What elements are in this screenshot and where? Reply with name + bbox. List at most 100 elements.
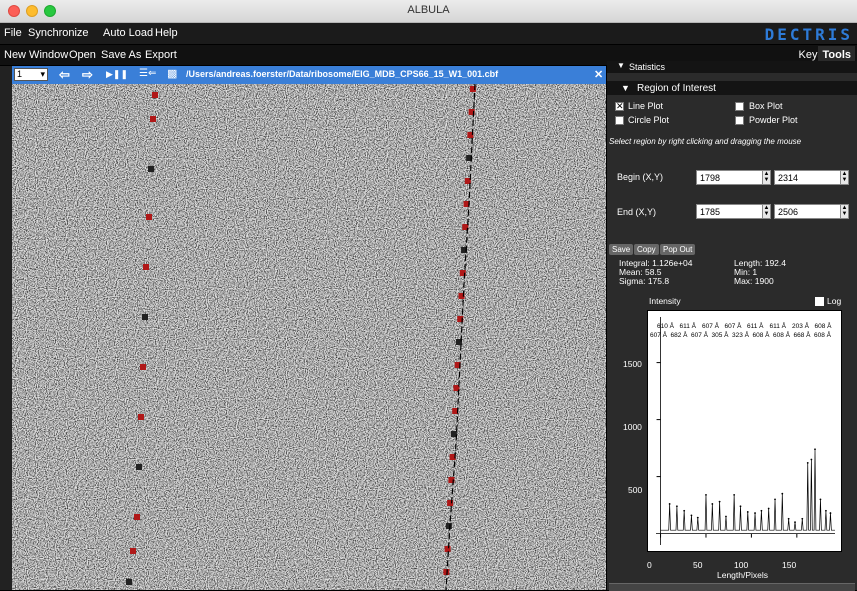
data-point — [705, 493, 707, 496]
data-point — [781, 492, 784, 495]
next-frame-icon[interactable]: ⇨ — [82, 67, 93, 82]
x-tick-label: 50 — [693, 560, 703, 570]
sigma-stat: Sigma: 175.8 — [619, 276, 670, 286]
diffraction-spot — [152, 92, 158, 98]
data-point — [668, 503, 671, 505]
diffraction-spot — [126, 579, 132, 585]
roi-header-label: Region of Interest — [637, 83, 716, 94]
diffraction-spot — [462, 224, 469, 230]
copy-button[interactable]: Copy — [634, 244, 659, 255]
begin-y-field[interactable]: 2314 — [774, 170, 846, 185]
circle-plot-checkbox[interactable] — [615, 116, 624, 125]
line-plot-checkbox[interactable]: ✕ — [615, 101, 624, 111]
open-button[interactable]: Open — [69, 49, 96, 61]
tab-keys[interactable]: Keys — [798, 49, 823, 61]
diffraction-image-view[interactable] — [12, 84, 606, 590]
diffraction-spot — [448, 477, 455, 483]
data-point — [754, 512, 756, 514]
tools-panel: ▼ Statistics ▼ Region of Interest ✕ Line… — [607, 61, 857, 591]
length-stat: Length: 192.4 — [734, 258, 786, 268]
diffraction-image — [12, 84, 606, 590]
begin-y-stepper[interactable]: ▲ ▼ — [840, 170, 849, 185]
data-point — [829, 512, 832, 514]
begin-x-value: 1798 — [700, 173, 721, 183]
chart-title: Intensity — [649, 296, 681, 306]
tab-tools[interactable]: Tools — [818, 46, 855, 64]
diffraction-spot — [134, 514, 140, 520]
frame-number-value: 1 — [17, 69, 23, 79]
diffraction-spot — [466, 155, 473, 161]
box-plot-label: Box Plot — [749, 101, 783, 111]
menu-help[interactable]: Help — [155, 27, 178, 39]
begin-x-field[interactable]: 1798 — [696, 170, 771, 185]
diffraction-spot — [148, 166, 154, 172]
begin-x-stepper[interactable]: ▲ ▼ — [762, 170, 771, 185]
resolution-label: 323 Å — [732, 330, 750, 339]
statistics-header[interactable]: ▼ Statistics — [607, 61, 857, 73]
data-point — [787, 517, 790, 520]
sync-icon[interactable]: ☰⇐ — [139, 68, 157, 79]
diffraction-spot — [455, 339, 462, 345]
minimize-window-button[interactable] — [26, 5, 38, 17]
x-tick-label: 150 — [782, 560, 797, 570]
data-point — [760, 509, 763, 512]
resolution-label: 203 Å — [792, 321, 810, 330]
data-point — [814, 448, 816, 451]
data-point — [725, 515, 727, 518]
statistics-header-label: Statistics — [629, 62, 666, 72]
left-margin — [0, 66, 12, 590]
pop-out-button[interactable]: Pop Out — [660, 244, 696, 255]
end-y-value: 2506 — [778, 207, 799, 217]
end-x-field[interactable]: 1785 — [696, 204, 771, 219]
data-point — [774, 498, 776, 501]
roi-header[interactable]: ▼ Region of Interest — [607, 81, 857, 95]
menu-file[interactable]: File — [4, 27, 22, 39]
brand-logo: DECTRIS — [764, 25, 853, 44]
save-button[interactable]: Save — [609, 244, 634, 255]
diffraction-spot — [469, 86, 476, 92]
end-x-stepper[interactable]: ▲ ▼ — [762, 204, 771, 219]
end-x-value: 1785 — [700, 207, 721, 217]
monitor-icon[interactable]: ▩ — [167, 68, 178, 80]
menu-auto-load[interactable]: Auto Load — [103, 27, 154, 39]
end-y-stepper[interactable]: ▲ ▼ — [840, 204, 849, 219]
data-point — [733, 493, 736, 496]
diffraction-spot — [454, 362, 461, 368]
line-plot-label: Line Plot — [628, 101, 664, 111]
log-checkbox[interactable] — [815, 297, 824, 306]
end-y-field[interactable]: 2506 — [774, 204, 846, 219]
end-label: End (X,Y) — [617, 207, 657, 217]
diffraction-spots — [126, 86, 476, 585]
previous-frame-icon[interactable]: ⇦ — [59, 67, 70, 82]
box-plot-checkbox[interactable] — [735, 102, 744, 111]
diffraction-spot — [143, 264, 149, 270]
data-point — [825, 509, 827, 512]
save-as-button[interactable]: Save As — [101, 49, 142, 61]
data-point — [696, 516, 699, 519]
data-point — [767, 507, 770, 510]
play-pause-icon[interactable]: ▶❚❚ — [106, 69, 129, 79]
y-tick-label: 1000 — [623, 422, 642, 432]
x-tick-label: 100 — [734, 560, 749, 570]
diffraction-spot — [464, 178, 471, 184]
diffraction-spot — [450, 431, 457, 437]
horizontal-scrollbar[interactable] — [609, 583, 855, 591]
close-image-icon[interactable]: ✕ — [594, 69, 604, 81]
export-button[interactable]: Export — [145, 49, 177, 61]
data-point — [819, 498, 822, 501]
line-plot[interactable]: 610 Å 611 Å 607 Å 607 Å 611 Å 611 Å 203 Å 608 Å… — [647, 310, 842, 552]
x-tick-label: 0 — [647, 560, 652, 570]
resolution-label: 607 Å — [725, 321, 743, 330]
data-point — [690, 514, 693, 517]
data-point — [801, 517, 804, 520]
powder-plot-checkbox[interactable] — [735, 116, 744, 125]
roi-line[interactable] — [445, 84, 476, 590]
zoom-window-button[interactable] — [44, 5, 56, 17]
frame-number-select[interactable]: 1 ▾ — [14, 68, 48, 81]
menu-synchronize[interactable]: Synchronize — [28, 27, 89, 39]
close-window-button[interactable] — [8, 5, 20, 17]
diffraction-spot — [140, 364, 146, 370]
log-label: Log — [827, 296, 842, 306]
new-window-button[interactable]: New Window — [4, 49, 69, 61]
max-stat: Max: 1900 — [734, 276, 774, 286]
